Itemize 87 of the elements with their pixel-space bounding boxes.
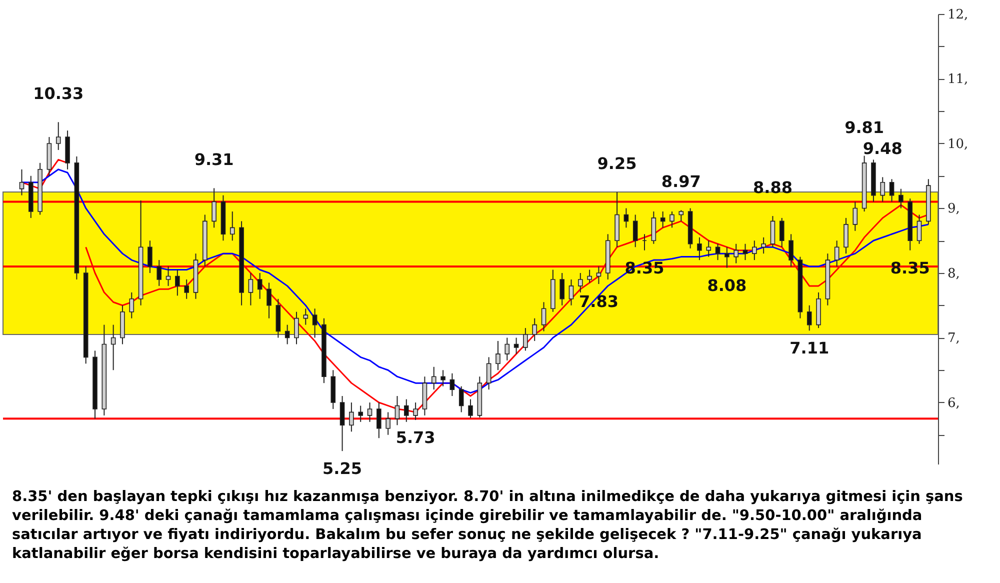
candlestick — [678, 210, 684, 222]
candlestick — [670, 210, 674, 228]
candlestick — [806, 304, 812, 332]
candlestick — [184, 278, 189, 300]
candlestick — [514, 337, 519, 354]
candlestick — [340, 396, 345, 452]
candlestick — [761, 236, 766, 254]
text: 8.35' den başlayan tepki çıkışı hız kazanmışa benziyor. 8.70' in altına inilmedikçe de daha yukarıya gitmesi için şans verilebilir. 9.48' deki çanağı tamamlama çalışması içinde girebilir ve tamamlayabilir de. "9.50-10.00" aralığında satıcılar artıyor ve fiyatı indiriyordu. Bakalım bu sefer sonuç ne şekilde gelişecek ? "7.11-9.25" çanağı yukarıya katlanabilir eğer borsa kendisini toparlayabilirse ve buraya da yardımcı olursa. — [12, 488, 964, 564]
candlestick — [734, 243, 738, 264]
candlestick — [19, 168, 24, 196]
candlestick — [852, 201, 858, 232]
candlestick — [541, 302, 546, 332]
annotation: 9.25 — [597, 154, 637, 174]
candlestick — [578, 272, 583, 293]
candlestick — [394, 396, 400, 426]
candlestick — [284, 324, 290, 345]
candlestick — [770, 216, 776, 248]
candlestick — [898, 188, 904, 209]
candlestick — [212, 188, 216, 228]
annotation: 9.81 — [844, 118, 884, 137]
candlestick — [413, 402, 418, 420]
y-tick-label: 7, — [948, 331, 960, 346]
annotation: 5.25 — [322, 459, 362, 478]
candlestick — [230, 210, 235, 242]
candlestick — [651, 210, 656, 244]
candlestick — [715, 243, 720, 261]
y-tick-label: 6, — [948, 396, 960, 411]
annotation: 7.11 — [790, 338, 830, 358]
candlestick — [110, 324, 116, 371]
candlestick — [916, 214, 922, 244]
candlestick — [312, 308, 318, 338]
candlestick — [742, 243, 748, 261]
candlestick — [779, 217, 784, 248]
candlestick — [660, 210, 666, 228]
candlestick — [266, 282, 272, 319]
candlestick — [632, 214, 638, 248]
candlestick — [450, 372, 455, 397]
candlestick — [303, 308, 308, 326]
candlestick — [624, 208, 629, 228]
candlestick — [349, 402, 354, 432]
annotation: 8.97 — [661, 172, 701, 192]
y-tick-label: 11, — [948, 72, 968, 88]
candlestick — [697, 236, 702, 261]
candlestick — [358, 405, 363, 422]
candlestick — [248, 272, 254, 306]
y-tick-label: 9, — [948, 202, 960, 217]
candlestick — [834, 240, 840, 268]
candlestick — [376, 402, 382, 439]
annotation: 9.48 — [862, 139, 902, 158]
annotation: 8.08 — [707, 276, 747, 295]
candlestick — [404, 398, 409, 422]
candlestick — [596, 266, 602, 284]
candlestick — [56, 122, 61, 150]
candlestick — [889, 178, 894, 202]
candlestick — [724, 246, 730, 268]
candlestick — [504, 337, 510, 361]
candlestick — [294, 311, 299, 345]
candlestick — [486, 356, 492, 390]
candlestick — [166, 266, 171, 286]
annotation: 5.73 — [396, 428, 436, 447]
candlestick — [706, 240, 712, 258]
candlestick — [752, 240, 757, 261]
candlestick — [532, 318, 538, 342]
annotation: 10.33 — [33, 84, 84, 104]
candlestick — [560, 272, 564, 306]
candlestick — [148, 240, 152, 274]
candlestick — [523, 328, 528, 352]
candlestick — [367, 402, 372, 422]
candlestick — [156, 260, 162, 286]
candlestick — [788, 234, 794, 268]
candlestick — [496, 340, 500, 371]
candlestick — [431, 366, 436, 390]
candlestick — [880, 176, 886, 202]
candlestick — [568, 278, 574, 306]
candlestick — [458, 386, 464, 413]
candlestick — [129, 292, 134, 319]
candlestick — [440, 370, 446, 387]
candlestick — [257, 272, 262, 300]
y-tick-label: 8, — [948, 266, 960, 282]
y-tick-label: 10, — [948, 136, 968, 152]
annotation: 9.31 — [194, 150, 234, 170]
candlestick — [587, 269, 592, 284]
candlestick — [175, 269, 180, 296]
candlestick — [386, 412, 390, 436]
candlestick — [844, 217, 848, 254]
y-tick-label: 12, — [948, 8, 968, 22]
candlestick — [468, 398, 473, 419]
